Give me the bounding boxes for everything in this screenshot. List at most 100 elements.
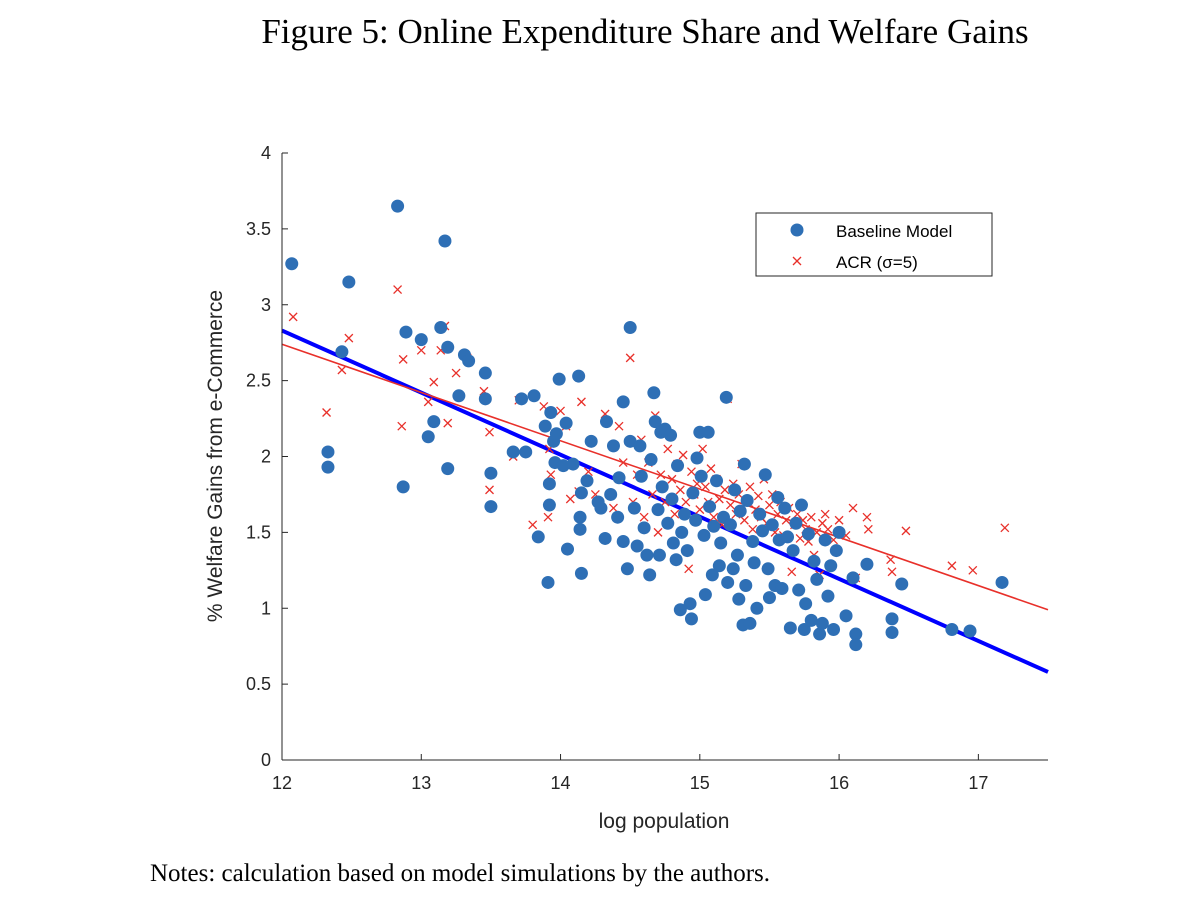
baseline-point xyxy=(549,427,563,441)
baseline-point xyxy=(542,477,556,491)
baseline-point xyxy=(792,583,806,597)
baseline-point xyxy=(484,466,498,480)
baseline-point xyxy=(438,234,452,248)
baseline-point xyxy=(647,386,661,400)
baseline-point xyxy=(633,439,647,453)
baseline-point xyxy=(690,451,704,465)
baseline-point xyxy=(652,548,666,562)
acr-point xyxy=(678,450,688,460)
y-tick-label: 1 xyxy=(261,598,271,618)
acr-point xyxy=(667,474,677,484)
baseline-point xyxy=(427,415,441,429)
baseline-point xyxy=(637,521,651,535)
baseline-point xyxy=(797,622,811,636)
x-axis-label: log population xyxy=(599,810,730,833)
baseline-point xyxy=(860,557,874,571)
acr-point xyxy=(968,565,978,575)
baseline-point xyxy=(714,536,728,550)
acr-point xyxy=(670,509,680,519)
baseline-point xyxy=(824,559,838,573)
baseline-point xyxy=(515,392,529,406)
baseline-point xyxy=(566,457,580,471)
baseline-point xyxy=(684,612,698,626)
baseline-point xyxy=(827,622,841,636)
baseline-point xyxy=(651,503,665,517)
baseline-point xyxy=(801,527,815,541)
baseline-point xyxy=(680,544,694,558)
baseline-point xyxy=(673,603,687,617)
acr-point xyxy=(745,482,755,492)
acr-point xyxy=(344,333,354,343)
acr-point xyxy=(806,512,816,522)
acr-point xyxy=(698,444,708,454)
legend-baseline-marker xyxy=(790,223,804,237)
baseline-point xyxy=(686,486,700,500)
baseline-point xyxy=(648,415,662,429)
baseline-point xyxy=(771,490,785,504)
baseline-point xyxy=(527,389,541,403)
baseline-point xyxy=(675,525,689,539)
baseline-point xyxy=(342,275,356,289)
acr-point xyxy=(618,458,628,468)
baseline-point xyxy=(542,498,556,512)
acr-point xyxy=(764,500,774,510)
baseline-point xyxy=(643,568,657,582)
baseline-point xyxy=(732,592,746,606)
baseline-point xyxy=(995,575,1009,589)
baseline-point xyxy=(572,369,586,383)
acr-point xyxy=(748,524,758,534)
baseline-point xyxy=(737,457,751,471)
baseline-point xyxy=(765,518,779,532)
acr-point xyxy=(687,467,696,477)
acr-point xyxy=(485,485,494,495)
baseline-point xyxy=(712,559,726,573)
legend: Baseline Model ACR (σ=5) xyxy=(755,212,993,277)
baseline-point xyxy=(758,468,772,482)
acr-point xyxy=(781,515,791,525)
baseline-point xyxy=(616,534,630,548)
baseline-point xyxy=(627,501,641,515)
baseline-point xyxy=(630,539,644,553)
baseline-point xyxy=(484,500,498,514)
baseline-point xyxy=(434,321,448,335)
acr-point xyxy=(485,427,494,437)
baseline-point xyxy=(705,568,719,582)
baseline-point xyxy=(623,321,637,335)
baseline-point xyxy=(707,519,721,533)
baseline-point xyxy=(750,601,764,615)
baseline-point xyxy=(783,621,797,635)
legend-acr-label: ACR (σ=5) xyxy=(836,253,918,272)
baseline-point xyxy=(665,492,679,506)
acr-point xyxy=(565,494,575,504)
baseline-point xyxy=(733,504,747,518)
baseline-point xyxy=(703,500,717,514)
baseline-point xyxy=(753,507,767,521)
baseline-point xyxy=(832,525,846,539)
baseline-point xyxy=(538,419,552,433)
baseline-point xyxy=(885,626,899,640)
acr-point xyxy=(443,418,453,428)
baseline-point xyxy=(531,530,545,544)
acr-point xyxy=(848,503,858,513)
baseline-point xyxy=(666,536,680,550)
baseline-point xyxy=(815,616,829,630)
acr-point xyxy=(288,312,298,322)
baseline-point xyxy=(462,354,476,368)
acr-point xyxy=(663,444,673,454)
acr-point xyxy=(862,512,872,522)
acr-point xyxy=(675,485,685,495)
baseline-point xyxy=(786,544,800,558)
baseline-point xyxy=(574,566,588,580)
x-tick-label: 13 xyxy=(411,773,431,793)
baseline-point xyxy=(556,459,570,473)
legend-box xyxy=(755,212,993,277)
baseline-point xyxy=(644,453,658,467)
baseline-point xyxy=(807,554,821,568)
baseline-point xyxy=(746,534,760,548)
acr-point xyxy=(863,524,873,534)
acr-point xyxy=(684,564,694,574)
baseline-point xyxy=(963,624,977,638)
baseline-point xyxy=(683,597,697,611)
baseline-point xyxy=(689,513,703,527)
